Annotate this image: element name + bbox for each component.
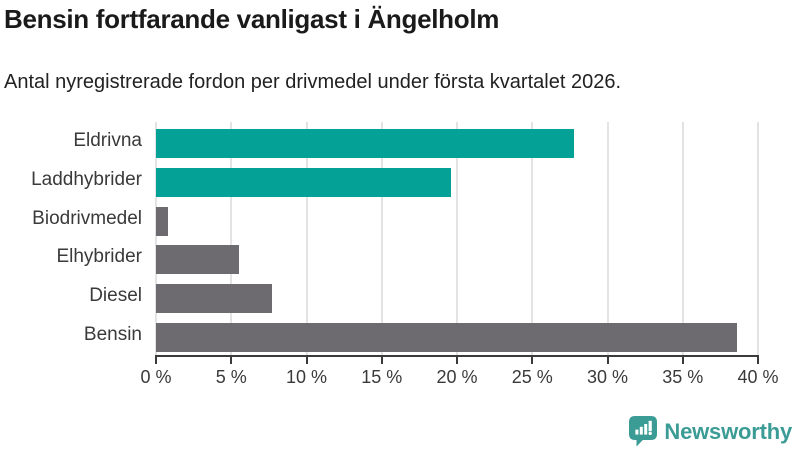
chart-title: Bensin fortfarande vanligast i Ängelholm: [4, 4, 500, 34]
x-tick-label-40: 40 %: [737, 367, 779, 387]
gridline-5: [230, 122, 233, 355]
x-tick-20: [456, 356, 458, 364]
bar-elhybrider: [156, 245, 239, 275]
newsworthy-speech-bubble-bar-chart-icon: [629, 416, 658, 447]
gridline-30: [606, 122, 609, 355]
bar-row: Bensin: [84, 316, 758, 355]
category-label: Diesel: [89, 285, 142, 307]
x-tick-label-5: 5 %: [215, 367, 247, 387]
gridline-0: [155, 122, 157, 355]
bar-row: Biodrivmedel: [32, 200, 758, 239]
category-label: Biodrivmedel: [32, 207, 142, 229]
category-label: Eldrivna: [73, 130, 142, 151]
newsworthy-logo-text: Newsworthy: [664, 418, 792, 444]
x-tick-5: [230, 356, 233, 364]
x-tick-35: [681, 356, 684, 364]
bar-bensin: [156, 323, 737, 353]
bar-row: Diesel: [89, 277, 758, 316]
newsworthy-logo: Newsworthy: [629, 416, 792, 447]
x-tick-label-10: 10 %: [285, 367, 328, 387]
x-tick-0: [155, 356, 157, 364]
x-tick-30: [606, 356, 609, 364]
x-tick-25: [531, 356, 534, 364]
gridline-25: [531, 122, 534, 355]
gridline-10: [305, 122, 308, 355]
bar-chart-plot-area: Eldrivna Laddhybrider Biodrivmedel Elhybrid…: [31, 122, 759, 355]
x-tick-label-15: 15 %: [361, 367, 403, 387]
bar-row: Laddhybrider: [31, 161, 758, 200]
gridline-35: [681, 122, 684, 355]
x-tick-label-30: 30 %: [586, 367, 629, 387]
category-label: Elhybrider: [56, 246, 142, 268]
x-tick-40: [757, 356, 759, 364]
x-tick-10: [305, 356, 308, 364]
bar-eldrivna: [156, 129, 575, 158]
chart-subtitle: Antal nyregistrerade fordon per drivmede…: [4, 71, 622, 93]
gridline-20: [456, 122, 458, 355]
gridline-40: [757, 122, 759, 355]
bar-biodrivmedel: [156, 206, 169, 236]
category-label: Laddhybrider: [31, 168, 142, 190]
bar-diesel: [156, 284, 272, 314]
bar-row: Eldrivna: [73, 122, 758, 161]
x-tick-15: [380, 356, 383, 364]
gridline-15: [380, 122, 383, 355]
x-tick-label-35: 35 %: [662, 367, 704, 387]
bar-row: Elhybrider: [56, 238, 758, 277]
x-tick-label-20: 20 %: [436, 367, 478, 387]
x-tick-label-25: 25 %: [511, 367, 553, 387]
category-label: Bensin: [83, 324, 142, 346]
x-tick-label-0: 0 %: [140, 367, 172, 387]
bar-laddhybrider: [156, 167, 451, 197]
